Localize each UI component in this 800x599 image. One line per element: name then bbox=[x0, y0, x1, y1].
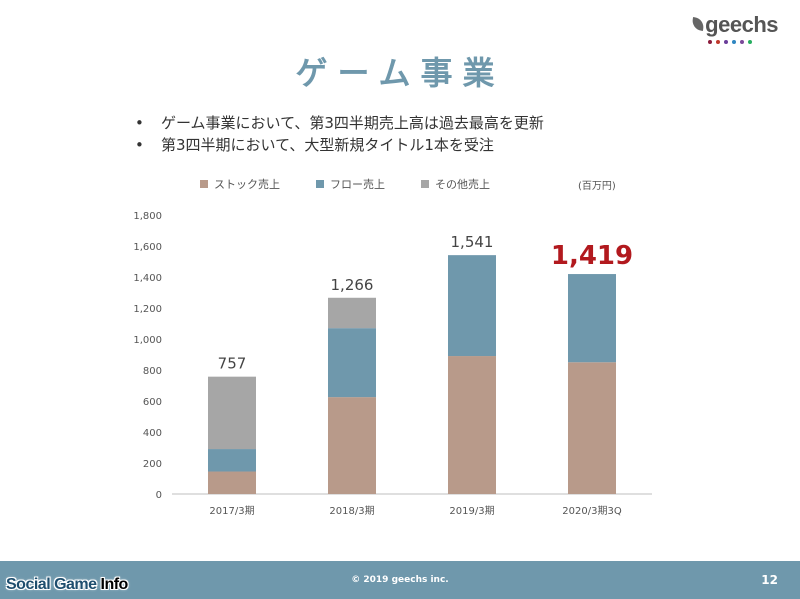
bar-segment bbox=[568, 362, 616, 494]
copyright: © 2019 geechs inc. bbox=[351, 575, 449, 585]
logo-dot bbox=[732, 40, 736, 44]
chart-unit: (百万円) bbox=[578, 181, 616, 192]
logo-dot bbox=[740, 40, 744, 44]
bar-segment bbox=[208, 449, 256, 472]
x-tick-label: 2019/3期 bbox=[449, 505, 494, 517]
logo-dot bbox=[748, 40, 752, 44]
logo-dots bbox=[708, 40, 752, 44]
legend-swatch bbox=[316, 180, 324, 188]
bar-segment bbox=[328, 297, 376, 329]
bar-segment bbox=[448, 255, 496, 357]
legend-swatch bbox=[200, 180, 208, 188]
y-tick-label: 200 bbox=[143, 459, 162, 470]
y-tick-label: 1,800 bbox=[133, 211, 162, 222]
x-tick-label: 2020/3期3Q bbox=[562, 505, 622, 517]
logo-text: geechs bbox=[705, 12, 778, 37]
bar-segment bbox=[328, 397, 376, 494]
total-label: 757 bbox=[218, 355, 247, 373]
y-tick-label: 0 bbox=[156, 490, 162, 501]
y-tick-label: 1,000 bbox=[133, 335, 162, 346]
y-tick-label: 600 bbox=[143, 397, 162, 408]
bullet-item: ゲーム事業において、第3四半期売上高は過去最高を更新 bbox=[135, 112, 544, 134]
bar-segment bbox=[208, 471, 256, 494]
total-label-highlight: 1,419 bbox=[551, 241, 633, 271]
x-tick-label: 2017/3期 bbox=[209, 505, 254, 517]
legend-item-other: その他売上 bbox=[421, 176, 490, 192]
y-tick-label: 400 bbox=[143, 428, 162, 439]
page-title: ゲーム事業 bbox=[295, 54, 505, 92]
y-tick-label: 1,200 bbox=[133, 304, 162, 315]
logo-dot bbox=[724, 40, 728, 44]
page-number: 12 bbox=[761, 573, 778, 587]
bar-segment bbox=[568, 274, 616, 363]
bar-segment bbox=[448, 356, 496, 494]
y-tick-label: 1,400 bbox=[133, 273, 162, 284]
logo-dot bbox=[716, 40, 720, 44]
logo-dot bbox=[708, 40, 712, 44]
legend-label: ストック売上 bbox=[214, 178, 280, 191]
y-tick-label: 800 bbox=[143, 366, 162, 377]
watermark-part2: Info bbox=[100, 576, 129, 593]
watermark: Social Game Info bbox=[6, 576, 128, 594]
geechs-logo: geechs bbox=[688, 12, 778, 52]
y-tick-label: 1,600 bbox=[133, 242, 162, 253]
bullet-item: 第3四半期において、大型新規タイトル1本を受注 bbox=[135, 134, 544, 156]
legend-swatch bbox=[421, 180, 429, 188]
total-label: 1,541 bbox=[451, 233, 494, 251]
watermark-part1: Social Game bbox=[6, 576, 101, 593]
x-tick-label: 2018/3期 bbox=[329, 505, 374, 517]
legend-label: フロー売上 bbox=[330, 178, 385, 191]
bar-chart: 0 200 400 600 800 1,000 1,200 1,400 1,600 1,800 20… bbox=[133, 211, 652, 517]
bar-segment bbox=[328, 328, 376, 398]
bullet-list: ゲーム事業において、第3四半期売上高は過去最高を更新 第3四半期において、大型新… bbox=[135, 112, 544, 156]
legend-item-flow: フロー売上 bbox=[316, 176, 385, 192]
legend-label: その他売上 bbox=[435, 178, 490, 191]
total-label: 1,266 bbox=[331, 276, 374, 294]
bar-segment bbox=[208, 376, 256, 450]
chart-legend: ストック売上 フロー売上 その他売上 bbox=[200, 176, 490, 192]
footer-bar: Social Game Info © 2019 geechs inc. 12 bbox=[0, 561, 800, 599]
legend-item-stock: ストック売上 bbox=[200, 176, 280, 192]
